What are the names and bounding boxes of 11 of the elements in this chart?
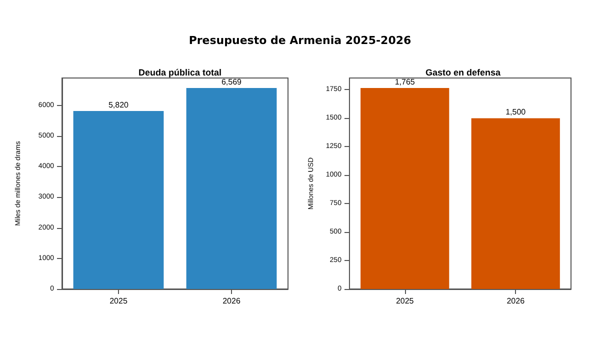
text: Presupuesto de Armenia 2025-2026 xyxy=(188,34,412,47)
x-tick-label: 2026 xyxy=(222,296,241,306)
x-tick-label: 2025 xyxy=(396,296,414,306)
chart-title: Deuda pública total xyxy=(138,68,222,78)
data-label: 1,500 xyxy=(506,108,526,117)
chart-title: Gasto en defensa xyxy=(425,68,502,78)
data-label: 6,569 xyxy=(221,78,242,87)
data-label: 5,820 xyxy=(108,100,130,110)
x-tick-label: 2026 xyxy=(506,296,526,306)
data-label: 1,765 xyxy=(394,78,416,87)
x-tick-label: 2025 xyxy=(110,296,128,306)
